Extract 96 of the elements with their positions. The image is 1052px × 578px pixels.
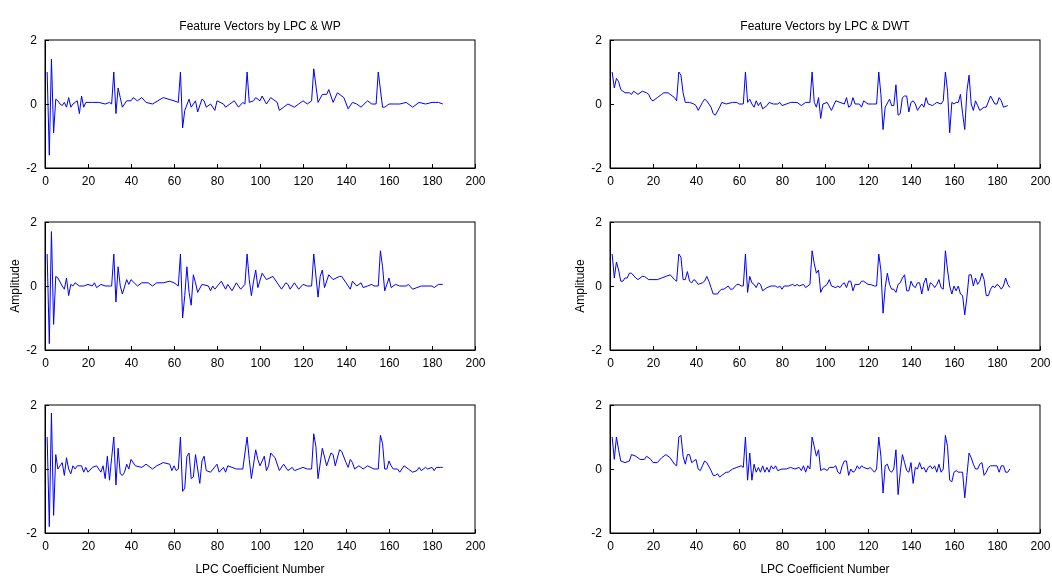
y-tick-label: 2 — [595, 33, 603, 48]
y-tick-label: 2 — [30, 215, 38, 230]
x-tick-label: 40 — [689, 538, 704, 553]
x-tick-label: 0 — [607, 538, 615, 553]
line-series — [611, 71, 1009, 134]
x-tick-label: 40 — [689, 173, 704, 188]
y-tick-label: 0 — [30, 462, 38, 477]
x-tick-label: 180 — [987, 173, 1008, 188]
x-tick-label: 80 — [775, 538, 790, 553]
x-tick-label: 20 — [646, 173, 661, 188]
x-tick-label: 60 — [167, 538, 182, 553]
x-tick-label: 200 — [465, 538, 486, 553]
x-tick-label: 120 — [293, 355, 314, 370]
chart-title: Feature Vectors by LPC & DWT — [740, 19, 911, 33]
x-tick-label: 180 — [422, 355, 443, 370]
x-tick-label: 80 — [210, 173, 225, 188]
x-tick-label: 160 — [944, 173, 965, 188]
x-axis-title: LPC Coefficient Number — [195, 562, 325, 576]
x-tick-label: 40 — [124, 355, 139, 370]
x-tick-label: 100 — [250, 538, 271, 553]
y-tick-label: 2 — [30, 33, 38, 48]
x-tick-label: 140 — [336, 173, 357, 188]
x-tick-label: 100 — [250, 173, 271, 188]
y-axis-title: Amplitude — [573, 259, 587, 313]
x-tick-label: 20 — [646, 538, 661, 553]
x-tick-label: 160 — [944, 355, 965, 370]
y-tick-label: 2 — [595, 398, 603, 413]
y-axis-title: Amplitude — [8, 259, 22, 313]
line-series — [611, 250, 1011, 316]
y-tick-label: -2 — [26, 343, 38, 358]
x-tick-label: 140 — [336, 355, 357, 370]
x-tick-label: 120 — [858, 173, 879, 188]
x-tick-label: 180 — [987, 538, 1008, 553]
x-tick-label: 200 — [465, 173, 486, 188]
x-tick-label: 200 — [1030, 355, 1051, 370]
y-tick-label: 0 — [595, 279, 603, 294]
x-tick-label: 60 — [732, 538, 747, 553]
x-tick-label: 140 — [901, 538, 922, 553]
x-tick-label: 200 — [465, 355, 486, 370]
line-series — [46, 412, 444, 528]
x-tick-label: 200 — [1030, 538, 1051, 553]
x-tick-label: 120 — [293, 173, 314, 188]
line-series — [46, 231, 444, 345]
x-tick-label: 80 — [210, 355, 225, 370]
line-series — [611, 434, 1011, 499]
x-tick-label: 180 — [422, 173, 443, 188]
x-tick-label: 20 — [81, 355, 96, 370]
x-tick-label: 100 — [815, 355, 836, 370]
x-tick-label: 100 — [815, 173, 836, 188]
x-tick-label: 140 — [901, 173, 922, 188]
x-tick-label: 80 — [210, 538, 225, 553]
line-series — [46, 58, 444, 156]
x-tick-label: 60 — [167, 173, 182, 188]
x-tick-label: 0 — [42, 173, 50, 188]
x-tick-label: 40 — [124, 538, 139, 553]
x-tick-label: 100 — [815, 538, 836, 553]
y-tick-label: -2 — [591, 526, 603, 541]
y-tick-label: -2 — [591, 161, 603, 176]
x-tick-label: 180 — [987, 355, 1008, 370]
y-tick-label: 2 — [595, 215, 603, 230]
x-tick-label: 60 — [167, 355, 182, 370]
x-tick-label: 20 — [646, 355, 661, 370]
chart-title: Feature Vectors by LPC & WP — [179, 19, 341, 33]
x-tick-label: 20 — [81, 173, 96, 188]
x-tick-label: 0 — [42, 538, 50, 553]
x-tick-label: 80 — [775, 355, 790, 370]
x-tick-label: 160 — [379, 355, 400, 370]
x-tick-label: 0 — [607, 355, 615, 370]
x-axis-title: LPC Coefficient Number — [760, 562, 890, 576]
y-tick-label: -2 — [26, 526, 38, 541]
x-tick-label: 120 — [858, 538, 879, 553]
x-tick-label: 40 — [689, 355, 704, 370]
y-tick-label: 0 — [30, 279, 38, 294]
x-tick-label: 0 — [42, 355, 50, 370]
x-tick-label: 200 — [1030, 173, 1051, 188]
x-tick-label: 120 — [293, 538, 314, 553]
x-tick-label: 160 — [379, 173, 400, 188]
x-tick-label: 160 — [379, 538, 400, 553]
y-tick-label: 0 — [30, 97, 38, 112]
y-tick-label: 2 — [30, 398, 38, 413]
x-tick-label: 60 — [732, 355, 747, 370]
y-tick-label: -2 — [26, 161, 38, 176]
x-tick-label: 120 — [858, 355, 879, 370]
x-tick-label: 100 — [250, 355, 271, 370]
x-tick-label: 140 — [336, 538, 357, 553]
x-tick-label: 180 — [422, 538, 443, 553]
x-tick-label: 20 — [81, 538, 96, 553]
y-tick-label: 0 — [595, 97, 603, 112]
x-tick-label: 140 — [901, 355, 922, 370]
y-tick-label: 0 — [595, 462, 603, 477]
x-tick-label: 80 — [775, 173, 790, 188]
x-tick-label: 60 — [732, 173, 747, 188]
y-tick-label: -2 — [591, 343, 603, 358]
x-tick-label: 0 — [607, 173, 615, 188]
x-tick-label: 160 — [944, 538, 965, 553]
x-tick-label: 40 — [124, 173, 139, 188]
